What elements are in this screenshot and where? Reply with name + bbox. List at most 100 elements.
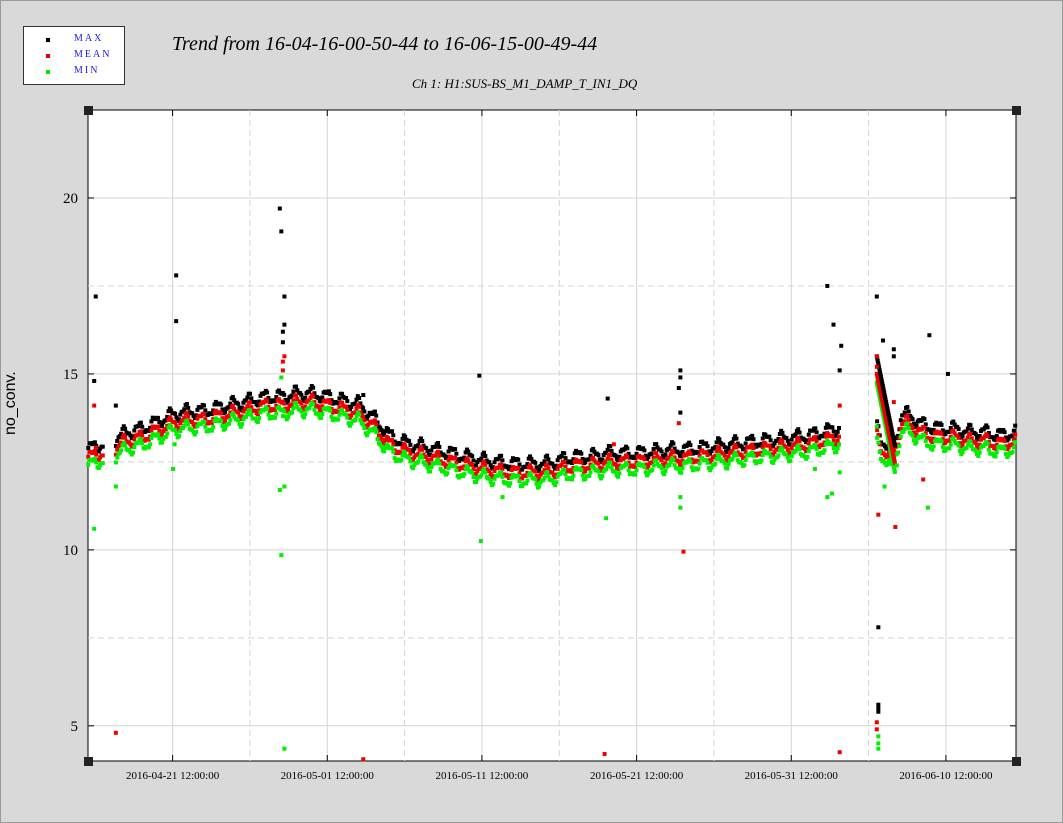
trend-point-min xyxy=(821,450,826,455)
trend-point-min xyxy=(127,447,132,452)
trend-point-min xyxy=(474,480,479,485)
trend-point-mean xyxy=(990,444,995,449)
trend-point-mean xyxy=(646,463,651,468)
trend-point-mean xyxy=(345,407,350,412)
resize-handle[interactable] xyxy=(1012,757,1021,766)
trend-point-min xyxy=(788,458,793,463)
trend-point-min xyxy=(555,474,560,479)
trend-point-max xyxy=(717,437,722,442)
trend-point-mean xyxy=(186,414,191,419)
trend-point-mean xyxy=(482,459,487,464)
trend-point-min xyxy=(1011,445,1016,450)
trend-point-min xyxy=(700,456,705,461)
x-tick-label: 2016-06-10 12:00:00 xyxy=(899,770,993,782)
trend-point-max xyxy=(479,456,484,461)
trend-point-min xyxy=(399,458,404,463)
trend-point-max xyxy=(890,432,895,437)
trend-point-min xyxy=(283,414,288,419)
trend-point-min xyxy=(96,466,101,471)
trend-point-mean xyxy=(605,456,610,461)
trend-point-max xyxy=(509,459,514,464)
trend-point-max xyxy=(700,439,705,444)
resize-handle[interactable] xyxy=(84,757,93,766)
trend-point-max xyxy=(283,397,288,402)
trend-point-mean xyxy=(760,445,765,450)
resize-handle[interactable] xyxy=(1012,106,1021,115)
trend-point-mean xyxy=(797,439,802,444)
trend-point-min xyxy=(626,468,631,473)
trend-point-max xyxy=(534,465,539,470)
trend-point-max xyxy=(721,442,726,447)
trend-point-max xyxy=(361,406,366,411)
trend-point-max xyxy=(337,396,342,401)
trend-point-min xyxy=(349,421,354,426)
x-tick-label: 2016-05-11 12:00:00 xyxy=(436,770,529,782)
trend-point-max xyxy=(876,361,881,366)
trend-point-min xyxy=(366,430,371,435)
trend-point-min xyxy=(713,461,718,466)
trend-point-min xyxy=(299,409,304,414)
trend-point-min xyxy=(483,470,488,475)
trend-point-min xyxy=(248,408,253,413)
outlier-point-max xyxy=(678,375,683,380)
trend-point-min xyxy=(704,457,709,462)
trend-point-max xyxy=(830,425,835,430)
trend-point-mean xyxy=(891,451,896,456)
trend-point-mean xyxy=(266,404,271,409)
trend-point-mean xyxy=(882,410,887,415)
trend-point-min xyxy=(797,447,802,452)
trend-point-mean xyxy=(159,432,164,437)
trend-point-min xyxy=(951,436,956,441)
trend-point-max xyxy=(883,395,888,400)
trend-point-mean xyxy=(654,450,659,455)
trend-point-mean xyxy=(733,442,738,447)
trend-point-min xyxy=(290,410,295,415)
trend-point-mean xyxy=(730,449,735,454)
trend-point-max xyxy=(550,461,555,466)
trend-point-mean xyxy=(705,453,710,458)
resize-handle[interactable] xyxy=(84,106,93,115)
trend-point-min xyxy=(667,463,672,468)
trend-point-max xyxy=(146,428,151,433)
trend-point-max xyxy=(662,455,667,460)
trend-point-mean xyxy=(541,470,546,475)
trend-point-min xyxy=(587,473,592,478)
trend-point-mean xyxy=(429,457,434,462)
trend-point-min xyxy=(976,453,981,458)
trend-point-max xyxy=(776,436,781,441)
trend-point-max xyxy=(408,442,413,447)
trend-point-min xyxy=(662,472,667,477)
trend-point-max xyxy=(597,457,602,462)
trend-point-mean xyxy=(831,438,836,443)
trend-point-max xyxy=(785,438,790,443)
trend-point-max xyxy=(879,377,884,382)
chart-subtitle: Ch 1: H1:SUS-BS_M1_DAMP_T_IN1_DQ xyxy=(412,76,638,91)
trend-point-mean xyxy=(488,472,493,477)
trend-point-max xyxy=(877,368,882,373)
trend-point-max xyxy=(483,454,488,459)
trend-point-max xyxy=(875,358,880,363)
trend-point-min xyxy=(898,434,903,439)
trend-point-mean xyxy=(763,441,768,446)
trend-point-max xyxy=(767,434,772,439)
trend-point-mean xyxy=(516,466,521,471)
trend-point-max xyxy=(357,395,362,400)
legend-label-min: MIN xyxy=(74,65,100,76)
outlier-point-max xyxy=(927,333,932,338)
trend-point-mean xyxy=(906,418,911,423)
trend-point-mean xyxy=(676,459,681,464)
trend-point-max xyxy=(416,443,421,448)
trend-point-min xyxy=(641,462,646,467)
trend-point-mean xyxy=(241,409,246,414)
trend-point-min xyxy=(391,449,396,454)
plot-corner-handles[interactable] xyxy=(84,106,1021,766)
trend-point-max xyxy=(182,407,187,412)
trend-point-mean xyxy=(123,435,128,440)
trend-point-mean xyxy=(588,462,593,467)
trend-point-min xyxy=(265,406,270,411)
trend-point-mean xyxy=(462,464,467,469)
outlier-point-min xyxy=(894,463,899,468)
trend-point-min xyxy=(771,460,776,465)
trend-point-max xyxy=(417,439,422,444)
trend-point-min xyxy=(965,443,970,448)
